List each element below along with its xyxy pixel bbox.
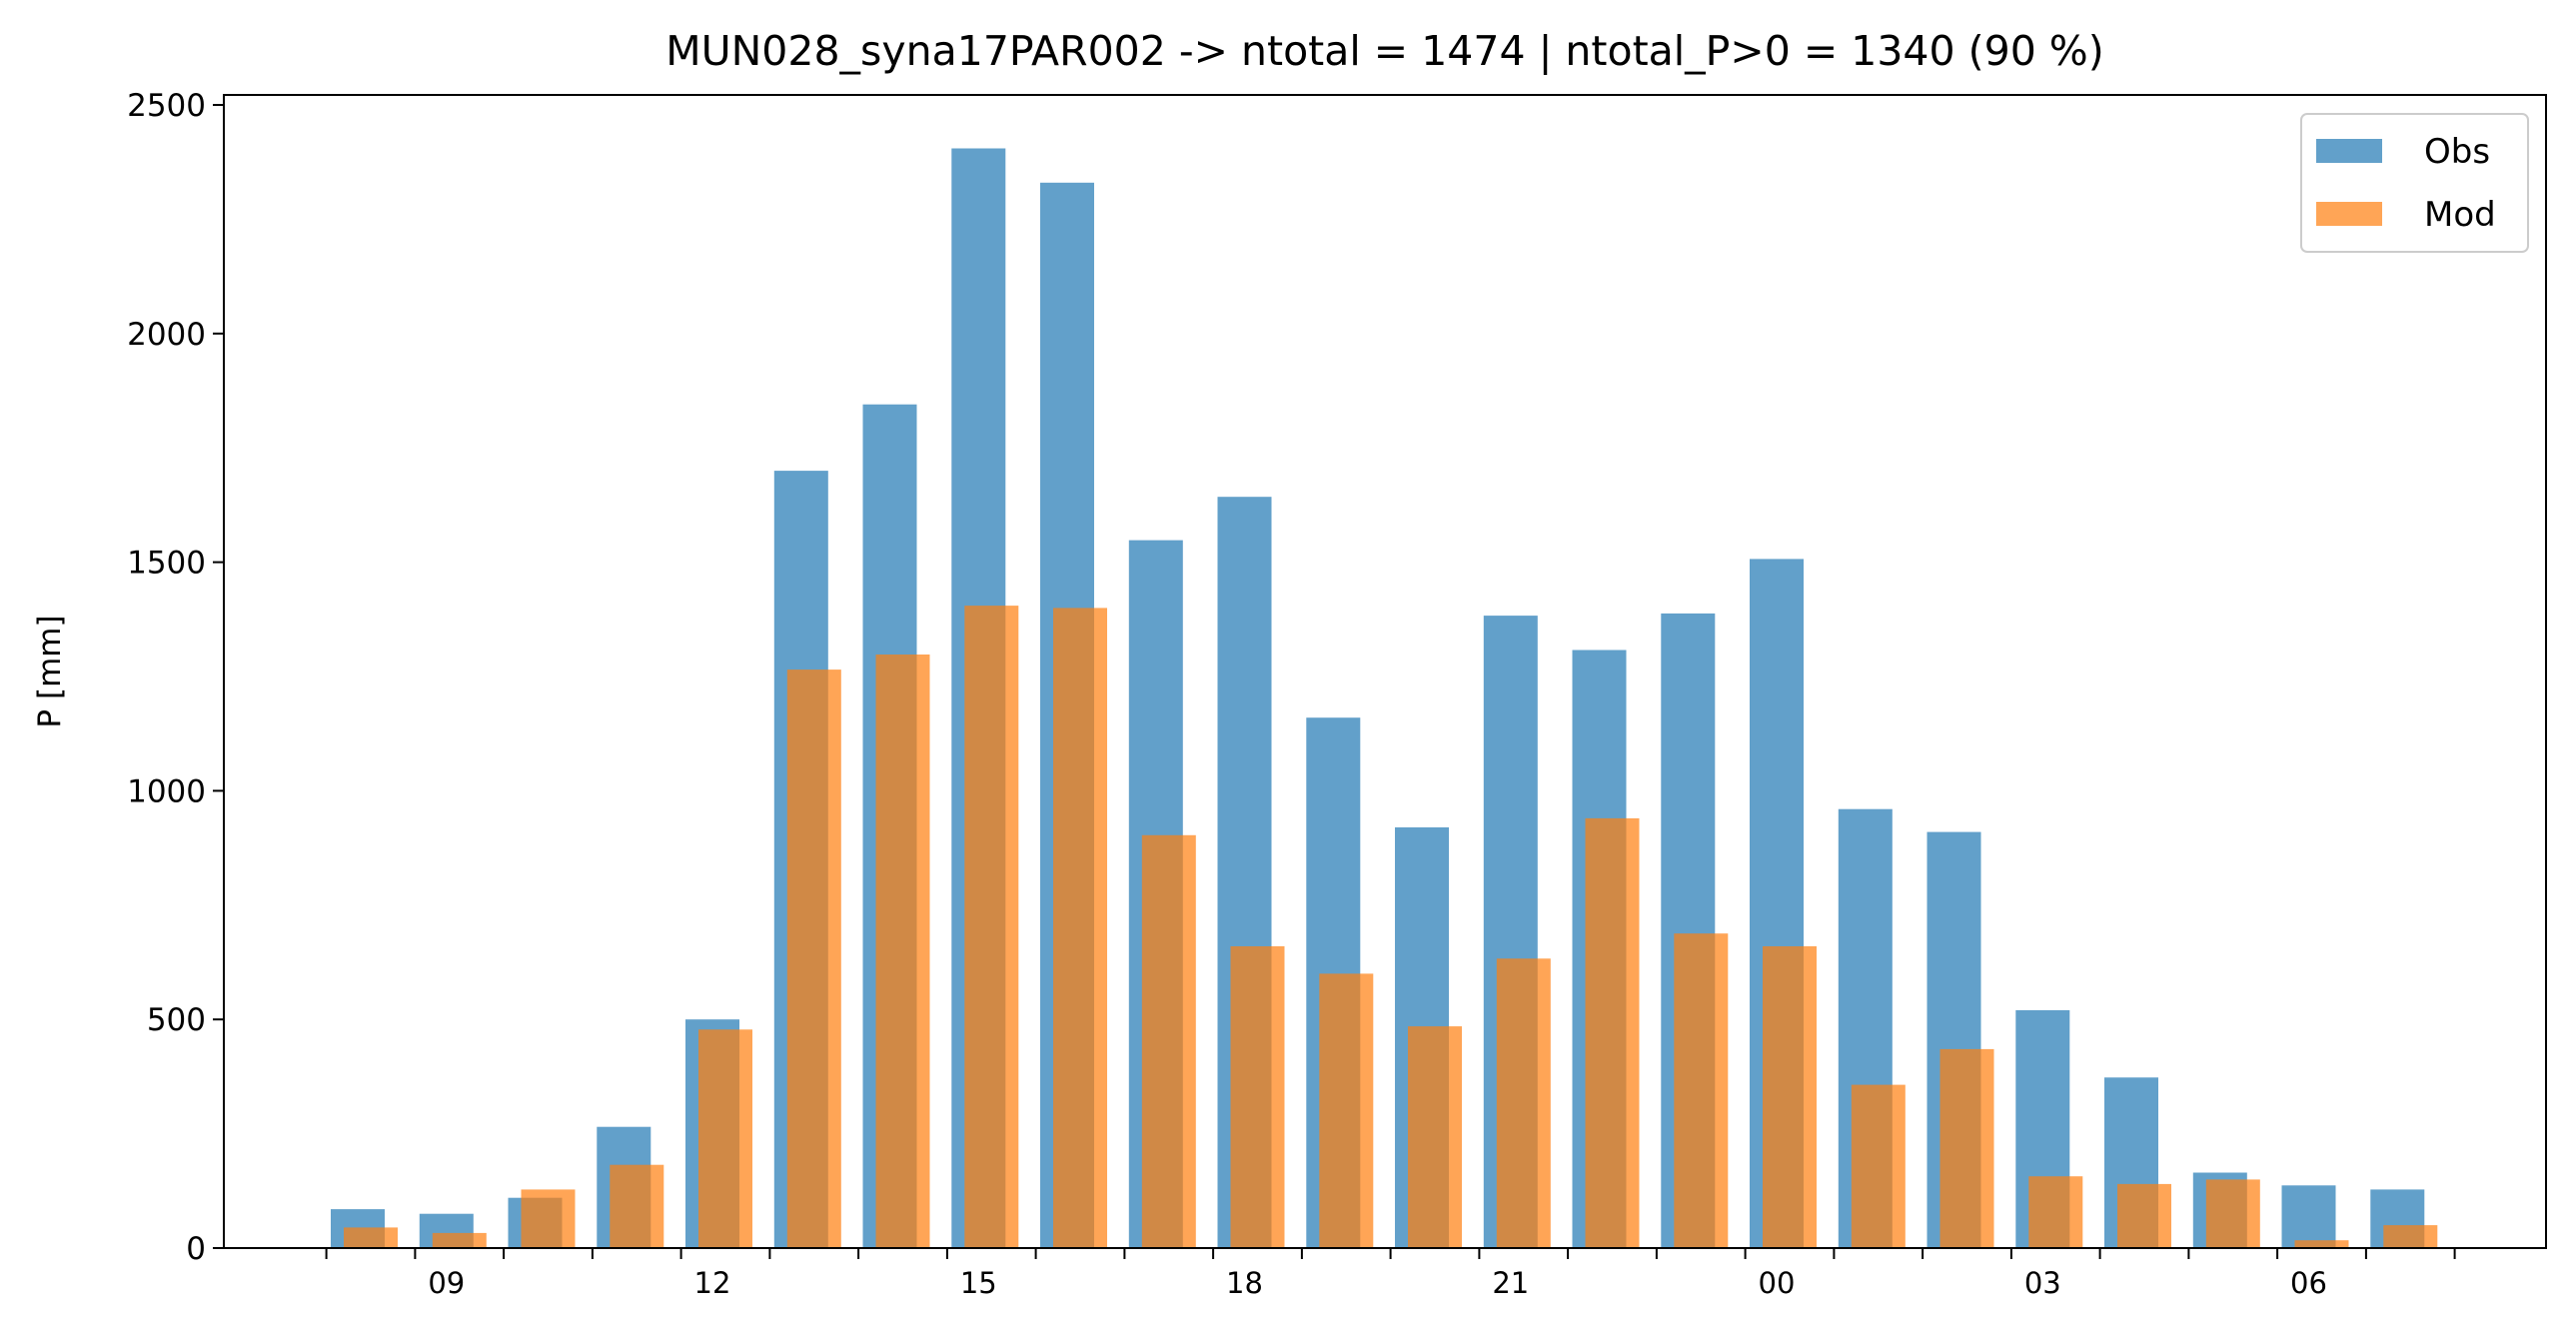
bar-mod-20 xyxy=(1408,1026,1462,1248)
bar-mod-15 xyxy=(964,606,1019,1248)
y-tick-label-0: 0 xyxy=(186,1231,206,1267)
x-tick-label-03: 03 xyxy=(2024,1266,2061,1300)
bar-obs-06 xyxy=(2281,1185,2336,1248)
bar-mod-00 xyxy=(1763,946,1817,1248)
bar-mod-13 xyxy=(786,670,841,1248)
bar-mod-07 xyxy=(2383,1225,2438,1248)
chart-title: MUN028_syna17PAR002 -> ntotal = 1474 | n… xyxy=(665,27,2104,75)
bar-mod-23 xyxy=(1674,933,1729,1248)
bar-mod-10 xyxy=(521,1189,576,1248)
y-axis: 0 500 1000 1500 2000 2500 xyxy=(127,88,224,1267)
bar-mod-02 xyxy=(1939,1048,1994,1248)
y-tick-label-1500: 1500 xyxy=(127,546,206,582)
y-axis-label: P [mm] xyxy=(32,615,68,727)
bar-mod-22 xyxy=(1585,817,1640,1248)
bar-mod-14 xyxy=(875,655,930,1248)
y-tick-label-1000: 1000 xyxy=(127,773,206,809)
plot-frame xyxy=(223,94,2547,1249)
x-tick-label-15: 15 xyxy=(960,1266,997,1300)
bar-mod-16 xyxy=(1053,608,1107,1248)
legend: Obs Mod xyxy=(2300,113,2529,253)
bar-mod-03 xyxy=(2028,1176,2083,1248)
bar-mod-12 xyxy=(698,1029,752,1248)
bar-mod-04 xyxy=(2117,1183,2171,1248)
x-axis: 09 12 15 18 21 00 03 06 xyxy=(325,1248,2456,1300)
bar-mod-05 xyxy=(2205,1179,2260,1248)
x-tick-label-00: 00 xyxy=(1759,1266,1796,1300)
y-tick-label-2500: 2500 xyxy=(127,88,206,124)
bar-mod-01 xyxy=(1851,1084,1906,1248)
legend-label-obs: Obs xyxy=(2424,132,2490,172)
bar-mod-06 xyxy=(2294,1240,2349,1248)
x-tick-label-06: 06 xyxy=(2290,1266,2327,1300)
bar-mod-18 xyxy=(1230,946,1285,1248)
bar-mod-09 xyxy=(432,1232,487,1248)
legend-label-mod: Mod xyxy=(2424,195,2496,235)
bar-mod-08 xyxy=(344,1227,398,1248)
x-tick-label-12: 12 xyxy=(694,1266,731,1300)
mod-bar-group xyxy=(344,606,2438,1248)
bar-mod-11 xyxy=(610,1164,664,1248)
x-tick-label-09: 09 xyxy=(428,1266,465,1300)
x-tick-label-18: 18 xyxy=(1226,1266,1263,1300)
legend-swatch-mod xyxy=(2316,202,2382,226)
y-tick-label-500: 500 xyxy=(147,1002,206,1038)
bar-mod-19 xyxy=(1319,973,1374,1248)
y-tick-label-2000: 2000 xyxy=(127,317,206,353)
bar-mod-17 xyxy=(1141,834,1196,1248)
bar-mod-21 xyxy=(1496,958,1551,1248)
legend-swatch-obs xyxy=(2316,139,2382,163)
x-tick-label-21: 21 xyxy=(1492,1266,1529,1300)
